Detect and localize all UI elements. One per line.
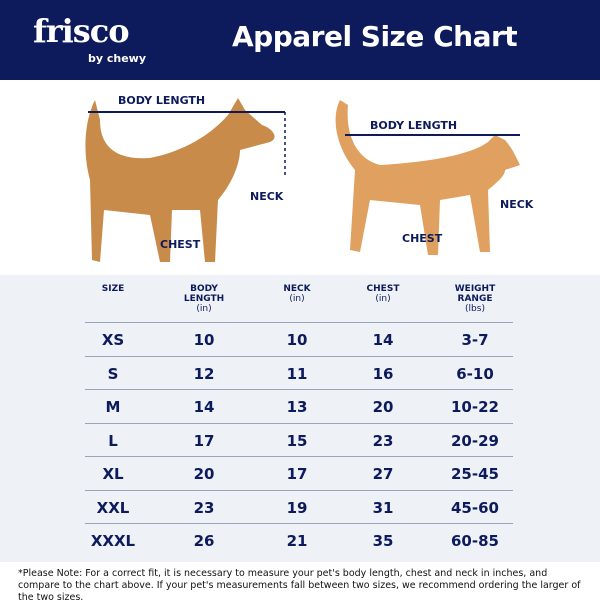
cell-neck: 10 bbox=[286, 331, 308, 349]
cell-size: XXXL bbox=[90, 532, 136, 550]
cell-body-length: 14 bbox=[193, 398, 215, 416]
cell-size: M bbox=[105, 398, 121, 416]
cell-weight-range: 20-29 bbox=[451, 431, 499, 450]
cell-chest: 31 bbox=[372, 498, 394, 517]
cell-weight-range: 6-10 bbox=[456, 364, 494, 383]
header-chest: CHEST (in) bbox=[366, 284, 400, 304]
cell-body-length: 10 bbox=[193, 331, 215, 349]
table-row: L 17 15 23 20-29 bbox=[85, 422, 513, 458]
cat-neck-label: NECK bbox=[500, 198, 534, 211]
pet-measurement-illustration: BODY LENGTH NECK CHEST BODY LENGTH NECK … bbox=[0, 80, 600, 275]
frisco-logo: frisco bbox=[33, 12, 130, 50]
cell-size: L bbox=[108, 431, 118, 450]
table-row: XXXL 26 21 35 60-85 bbox=[85, 523, 513, 558]
cell-chest: 35 bbox=[372, 532, 394, 550]
table-row: M 14 13 20 10-22 bbox=[85, 389, 513, 424]
cell-chest: 27 bbox=[372, 465, 394, 483]
header-weight-range: WEIGHT RANGE (lbs) bbox=[454, 284, 496, 314]
table-row: S 12 11 16 6-10 bbox=[85, 355, 513, 391]
cell-size: XL bbox=[102, 465, 124, 483]
cell-weight-range: 25-45 bbox=[451, 465, 499, 483]
size-table: SIZE BODY LENGTH (in) NECK (in) CHEST (in) … bbox=[0, 275, 600, 562]
cell-body-length: 20 bbox=[193, 465, 215, 483]
dog-image bbox=[85, 98, 275, 262]
page-title: Apparel Size Chart bbox=[232, 20, 518, 53]
cat-body-length-label: BODY LENGTH bbox=[370, 119, 457, 132]
cell-chest: 14 bbox=[372, 331, 394, 349]
cell-weight-range: 3-7 bbox=[461, 331, 489, 349]
dog-body-length-label: BODY LENGTH bbox=[118, 94, 205, 107]
cell-neck: 17 bbox=[286, 465, 308, 483]
chewy-logo: by chewy bbox=[88, 52, 147, 65]
cell-size: XS bbox=[101, 331, 125, 349]
cat-chest-label: CHEST bbox=[402, 232, 443, 245]
dog-neck-label: NECK bbox=[250, 190, 284, 203]
table-row: XL 20 17 27 25-45 bbox=[85, 456, 513, 491]
cell-size: XXL bbox=[96, 498, 130, 517]
table-row: XS 10 10 14 3-7 bbox=[85, 322, 513, 357]
dog-chest-label: CHEST bbox=[160, 238, 201, 251]
cell-weight-range: 45-60 bbox=[451, 498, 499, 517]
cell-chest: 20 bbox=[372, 398, 394, 416]
cell-neck: 11 bbox=[286, 364, 308, 383]
cat-image bbox=[335, 100, 520, 255]
header-banner: frisco by chewy Apparel Size Chart bbox=[0, 0, 600, 80]
cell-body-length: 17 bbox=[193, 431, 215, 450]
table-row: XXL 23 19 31 45-60 bbox=[85, 489, 513, 525]
cell-neck: 19 bbox=[286, 498, 308, 517]
fit-note: *Please Note: For a correct fit, it is n… bbox=[18, 568, 581, 603]
cell-chest: 16 bbox=[372, 364, 394, 383]
cell-body-length: 12 bbox=[193, 364, 215, 383]
cell-body-length: 23 bbox=[193, 498, 215, 517]
header-neck: NECK (in) bbox=[283, 284, 311, 304]
cell-body-length: 26 bbox=[193, 532, 215, 550]
cell-chest: 23 bbox=[372, 431, 394, 450]
cell-weight-range: 60-85 bbox=[451, 532, 499, 550]
cell-neck: 21 bbox=[286, 532, 308, 550]
cell-neck: 15 bbox=[286, 431, 308, 450]
header-size: SIZE bbox=[101, 284, 125, 294]
cell-neck: 13 bbox=[286, 398, 308, 416]
cell-size: S bbox=[107, 364, 119, 383]
header-body-length: BODY LENGTH (in) bbox=[183, 284, 225, 314]
cell-weight-range: 10-22 bbox=[451, 398, 499, 416]
